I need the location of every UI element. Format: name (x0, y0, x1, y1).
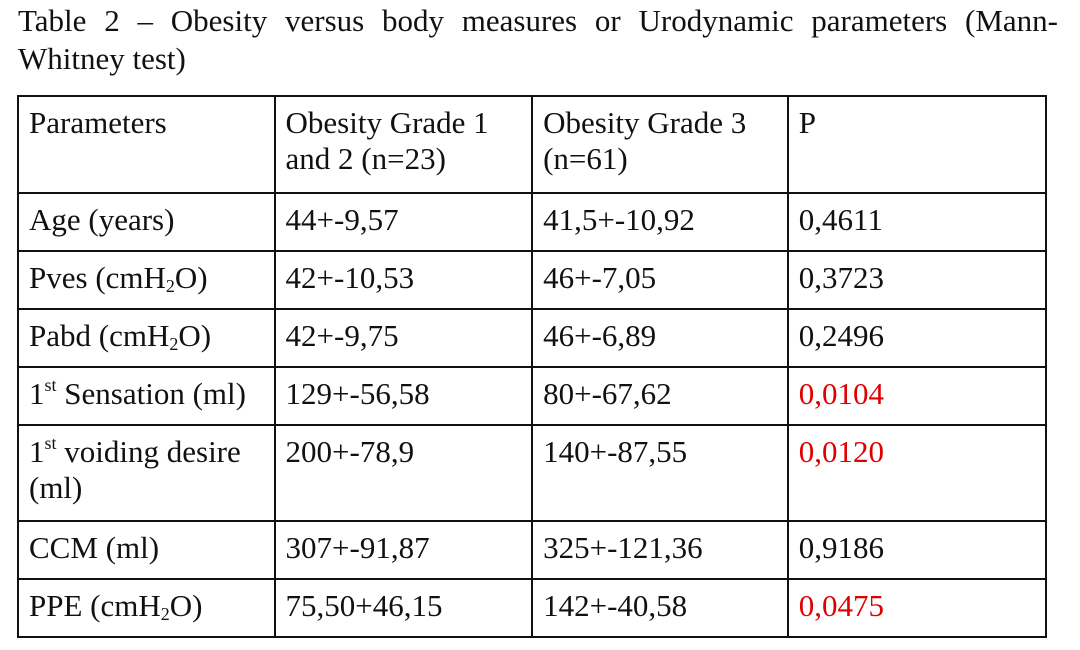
p-value-cell: 0,2496 (786, 308, 1048, 368)
grade3-cell: 46+-7,05 (531, 250, 789, 310)
table-row-age: Age (years) 44+-9,57 41,5+-10,92 0,4611 (17, 192, 1048, 252)
table-row-first-sensation: 1st Sensation (ml) 129+-56,58 80+-67,62 … (17, 366, 1048, 426)
p-value-cell-significant: 0,0475 (786, 578, 1048, 638)
p-value-cell: 0,3723 (786, 250, 1048, 310)
param-label: Age (years) (29, 202, 175, 237)
p-value-cell: 0,4611 (786, 192, 1048, 252)
grade12-cell: 75,50+46,15 (273, 578, 534, 638)
table-row-pabd: Pabd (cmH2O) 42+-9,75 46+-6,89 0,2496 (17, 308, 1048, 368)
param-label-post: O) (178, 318, 212, 353)
grade3-cell: 142+-40,58 (531, 578, 789, 638)
p-value-cell-significant: 0,0104 (786, 366, 1048, 426)
param-label: CCM (ml) (29, 530, 160, 565)
param-label-sub: 2 (160, 604, 170, 624)
param-cell: 1st Sensation (ml) (17, 366, 276, 426)
header-p-value: P (786, 95, 1048, 194)
table-row-first-voiding-desire: 1st voiding desire (ml) 200+-78,9 140+-8… (17, 424, 1048, 522)
param-label-pre: PPE (cmH (29, 588, 161, 623)
param-label-pre: Pves (cmH (29, 260, 166, 295)
param-cell: Age (years) (17, 192, 276, 252)
grade3-cell: 46+-6,89 (531, 308, 789, 368)
param-label-post: O) (169, 588, 203, 623)
grade12-cell: 42+-9,75 (273, 308, 534, 368)
table-header-row: Parameters Obesity Grade 1 and 2 (n=23) … (17, 95, 1048, 194)
p-value-cell: 0,9186 (786, 520, 1048, 580)
param-label-pre: 1 (29, 376, 45, 411)
param-label-sub: 2 (165, 276, 175, 296)
grade3-cell: 80+-67,62 (531, 366, 789, 426)
grade12-cell: 200+-78,9 (273, 424, 534, 522)
grade3-cell: 140+-87,55 (531, 424, 789, 522)
p-value-cell-significant: 0,0120 (786, 424, 1048, 522)
param-label-pre: 1 (29, 434, 45, 469)
grade12-cell: 44+-9,57 (273, 192, 534, 252)
param-cell: Pabd (cmH2O) (17, 308, 276, 368)
table-row-ccm: CCM (ml) 307+-91,87 325+-121,36 0,9186 (17, 520, 1048, 580)
param-label-sup: st (44, 374, 57, 395)
param-cell: PPE (cmH2O) (17, 578, 276, 638)
header-parameters: Parameters (17, 95, 276, 194)
grade12-cell: 129+-56,58 (273, 366, 534, 426)
grade12-cell: 42+-10,53 (273, 250, 534, 310)
table-row-ppe: PPE (cmH2O) 75,50+46,15 142+-40,58 0,047… (17, 578, 1048, 638)
param-label-post: Sensation (ml) (56, 376, 246, 411)
param-label-sup: st (44, 432, 57, 453)
param-cell: 1st voiding desire (ml) (17, 424, 276, 522)
table-caption: Table 2 – Obesity versus body measures o… (18, 3, 1058, 76)
table-row-pves: Pves (cmH2O) 42+-10,53 46+-7,05 0,3723 (17, 250, 1048, 310)
param-label-sub: 2 (169, 334, 179, 354)
header-obesity-grade-3: Obesity Grade 3 (n=61) (531, 95, 789, 194)
param-cell: Pves (cmH2O) (17, 250, 276, 310)
grade3-cell: 325+-121,36 (531, 520, 789, 580)
grade3-cell: 41,5+-10,92 (531, 192, 789, 252)
param-cell: CCM (ml) (17, 520, 276, 580)
param-label-post: voiding desire (ml) (29, 434, 241, 505)
param-label-pre: Pabd (cmH (29, 318, 170, 353)
grade12-cell: 307+-91,87 (273, 520, 534, 580)
results-table: Parameters Obesity Grade 1 and 2 (n=23) … (17, 95, 1048, 638)
header-obesity-grade-1-2: Obesity Grade 1 and 2 (n=23) (273, 95, 534, 194)
param-label-post: O) (174, 260, 208, 295)
